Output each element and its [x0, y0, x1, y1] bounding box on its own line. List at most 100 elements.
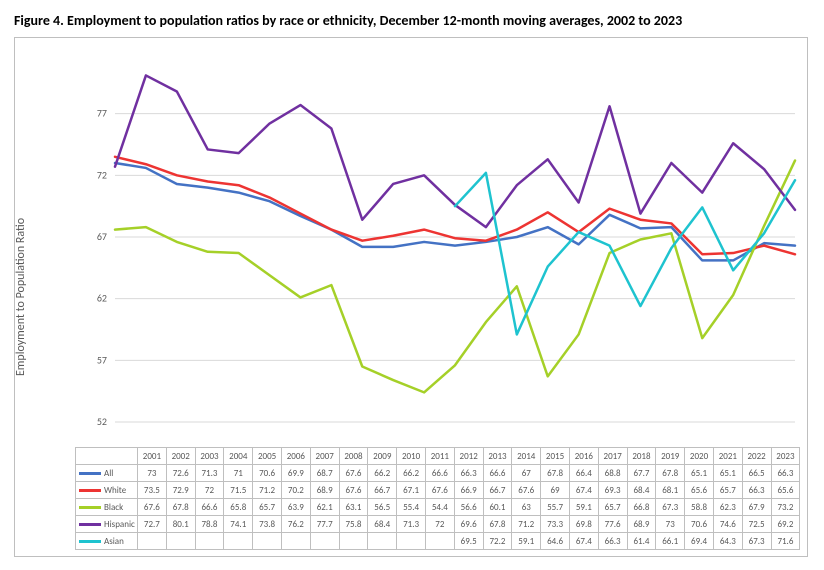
data-cell: 59.1 — [512, 533, 541, 550]
data-cell: 70.6 — [253, 465, 282, 482]
data-cell: 67.9 — [742, 499, 771, 516]
data-cell: 66.3 — [771, 465, 800, 482]
data-cell: 65.7 — [253, 499, 282, 516]
data-cell: 78.8 — [195, 516, 224, 533]
year-header: 2012 — [454, 448, 483, 465]
data-cell: 67.7 — [627, 465, 656, 482]
data-cell: 66.9 — [454, 482, 483, 499]
data-cell — [397, 533, 426, 550]
data-cell: 69.8 — [569, 516, 598, 533]
data-cell: 54.4 — [425, 499, 454, 516]
year-header: 2009 — [368, 448, 397, 465]
data-cell: 63.9 — [281, 499, 310, 516]
svg-text:62: 62 — [97, 292, 107, 305]
data-cell: 73.8 — [253, 516, 282, 533]
data-cell: 67.6 — [512, 482, 541, 499]
data-cell: 68.4 — [627, 482, 656, 499]
year-header: 2007 — [310, 448, 339, 465]
year-header: 2011 — [425, 448, 454, 465]
data-cell — [339, 533, 368, 550]
data-cell: 68.4 — [368, 516, 397, 533]
year-header: 2021 — [713, 448, 742, 465]
data-cell: 68.1 — [656, 482, 685, 499]
svg-text:77: 77 — [97, 107, 107, 120]
data-cell: 67.6 — [339, 465, 368, 482]
svg-text:67: 67 — [97, 230, 107, 243]
data-cell — [281, 533, 310, 550]
data-cell: 67.3 — [742, 533, 771, 550]
year-header: 2013 — [483, 448, 512, 465]
data-cell: 71.6 — [771, 533, 800, 550]
data-cell: 66.4 — [569, 465, 598, 482]
data-cell: 66.7 — [368, 482, 397, 499]
data-cell: 66.3 — [598, 533, 627, 550]
data-cell: 65.7 — [713, 482, 742, 499]
data-cell — [310, 533, 339, 550]
year-header: 2017 — [598, 448, 627, 465]
year-header: 2018 — [627, 448, 656, 465]
data-table: 2001200220032004200520062007200820092010… — [75, 447, 800, 550]
chart-container: Employment to Population Ratio 525762677… — [14, 37, 808, 557]
data-cell: 70.2 — [281, 482, 310, 499]
year-header: 2020 — [685, 448, 714, 465]
data-cell: 67 — [512, 465, 541, 482]
data-cell: 69.4 — [685, 533, 714, 550]
svg-text:72: 72 — [97, 168, 107, 181]
data-cell: 66.6 — [483, 465, 512, 482]
data-cell: 65.1 — [713, 465, 742, 482]
data-cell — [425, 533, 454, 550]
data-cell: 67.8 — [483, 516, 512, 533]
data-cell: 80.1 — [166, 516, 195, 533]
year-header: 2001 — [138, 448, 167, 465]
data-cell: 67.1 — [397, 482, 426, 499]
data-cell: 73.3 — [541, 516, 570, 533]
legend-black: Black — [76, 499, 138, 516]
data-cell: 77.7 — [310, 516, 339, 533]
data-cell: 75.8 — [339, 516, 368, 533]
data-cell — [253, 533, 282, 550]
svg-text:57: 57 — [97, 353, 107, 366]
year-header: 2008 — [339, 448, 368, 465]
data-cell: 72.9 — [166, 482, 195, 499]
data-cell — [166, 533, 195, 550]
data-cell: 66.3 — [454, 465, 483, 482]
data-cell: 71 — [224, 465, 253, 482]
data-cell: 63 — [512, 499, 541, 516]
data-cell: 67.8 — [166, 499, 195, 516]
data-cell: 71.3 — [195, 465, 224, 482]
data-cell: 66.1 — [656, 533, 685, 550]
data-cell — [138, 533, 167, 550]
data-cell: 59.1 — [569, 499, 598, 516]
data-cell: 67.8 — [656, 465, 685, 482]
data-cell: 72.2 — [483, 533, 512, 550]
year-header: 2015 — [541, 448, 570, 465]
data-cell: 67.4 — [569, 533, 598, 550]
data-cell: 66.2 — [368, 465, 397, 482]
data-cell: 62.3 — [713, 499, 742, 516]
year-header: 2022 — [742, 448, 771, 465]
data-cell: 67.6 — [425, 482, 454, 499]
data-cell: 69.9 — [281, 465, 310, 482]
data-cell: 70.6 — [685, 516, 714, 533]
year-header: 2019 — [656, 448, 685, 465]
data-cell: 58.8 — [685, 499, 714, 516]
data-cell: 72 — [195, 482, 224, 499]
data-cell: 69.5 — [454, 533, 483, 550]
data-cell: 74.6 — [713, 516, 742, 533]
legend-hispanic: Hispanic — [76, 516, 138, 533]
data-cell — [368, 533, 397, 550]
svg-text:52: 52 — [97, 415, 107, 428]
data-cell: 74.1 — [224, 516, 253, 533]
data-cell: 55.7 — [541, 499, 570, 516]
data-cell: 66.2 — [397, 465, 426, 482]
year-header: 2014 — [512, 448, 541, 465]
data-cell: 62.1 — [310, 499, 339, 516]
year-header: 2006 — [281, 448, 310, 465]
data-cell: 65.6 — [685, 482, 714, 499]
data-cell: 63.1 — [339, 499, 368, 516]
data-cell — [224, 533, 253, 550]
data-cell: 66.6 — [195, 499, 224, 516]
data-cell: 73 — [656, 516, 685, 533]
year-header: 2002 — [166, 448, 195, 465]
legend-all: All — [76, 465, 138, 482]
